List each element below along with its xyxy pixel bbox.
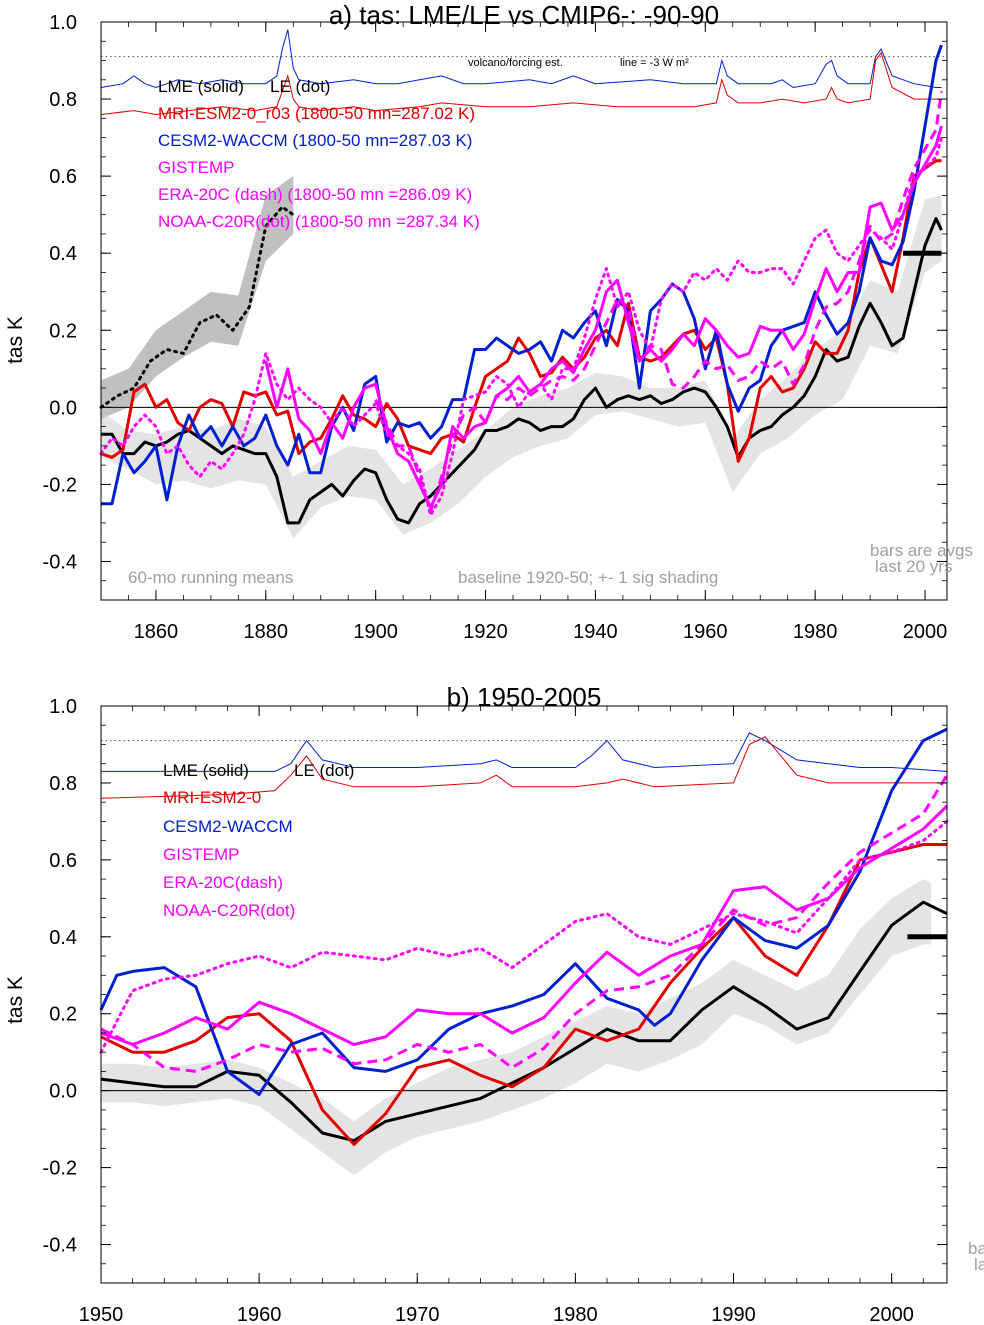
panel-a-legend: volcano/forcing est. line = -3 W m² LME … bbox=[128, 57, 973, 587]
a-xtick-label: 1880 bbox=[244, 621, 289, 643]
legend-a-le: LE (dot) bbox=[270, 77, 330, 96]
legend-a-era20c: ERA-20C (dash) (1800-50 mn =286.09 K) bbox=[158, 185, 472, 204]
legend-a-mri: MRI-ESM2-0_r03 (1800-50 mn=287.02 K) bbox=[158, 104, 475, 123]
panel-a-shading-layer bbox=[101, 176, 942, 539]
b-ytick-label: -0.2 bbox=[43, 1158, 77, 1180]
b-series-line-3 bbox=[100, 804, 949, 1046]
a-series-line-5 bbox=[374, 91, 943, 513]
bars-note-line2: last 20 yrs bbox=[875, 557, 952, 576]
bars-note-line1: bars are avgs bbox=[870, 541, 973, 560]
panel-b-series-layer bbox=[99, 727, 949, 1146]
a-series-line-0 bbox=[101, 217, 943, 525]
bars-note-b-line2: la bbox=[974, 1255, 984, 1274]
b-xtick-label: 1960 bbox=[237, 1304, 282, 1325]
panel-b-title: b) 1950-2005 bbox=[447, 682, 602, 712]
legend-b-lme: LME (solid) bbox=[163, 761, 249, 780]
a-xtick-label: 1980 bbox=[793, 621, 838, 643]
a-ytick-label: 0.4 bbox=[49, 243, 77, 265]
panel-a: a) tas: LME/LE vs CMIP6-: -90-90 tas K 1… bbox=[4, 0, 973, 643]
b-ytick-label: -0.4 bbox=[43, 1235, 77, 1257]
b-series-line-2 bbox=[99, 727, 948, 1096]
baseline-note: baseline 1920-50; +- 1 sig shading bbox=[458, 568, 718, 587]
panel-a-series-layer bbox=[99, 44, 943, 525]
a-xtick-label: 1960 bbox=[683, 621, 728, 643]
b-ytick-label: 0.0 bbox=[49, 1081, 77, 1103]
b-forcing-line-0 bbox=[101, 732, 948, 772]
panel-a-axes: 1.0 0.8 0.6 0.4 0.2 0.0 -0.2 -0.4 1860 1880 1900 19… bbox=[43, 12, 948, 643]
legend-a-noaa: NOAA-C20R(dot) (1800-50 mn =287.34 K) bbox=[158, 212, 480, 231]
legend-b-le: LE (dot) bbox=[294, 761, 354, 780]
a-xtick-label: 1860 bbox=[134, 621, 179, 643]
running-mean-note: 60-mo running means bbox=[128, 568, 293, 587]
a-series-line-3 bbox=[101, 44, 943, 506]
b-forcing-line-1 bbox=[100, 736, 947, 799]
legend-b-mri: MRI-ESM2-0 bbox=[163, 788, 261, 807]
panel-b: b) 1950-2005 tas K 1.0 0.8 0.6 0.4 0.2 0.0 -0.… bbox=[4, 682, 984, 1325]
bars-note-b-line1: ba bbox=[968, 1239, 984, 1258]
panel-a-reference-lines bbox=[101, 56, 947, 408]
a-shading-band-0 bbox=[101, 195, 942, 539]
legend-b-cesm: CESM2-WACCM bbox=[163, 817, 293, 836]
b-ytick-label: 0.8 bbox=[49, 773, 77, 795]
legend-b-noaa: NOAA-C20R(dot) bbox=[163, 901, 295, 920]
panel-b-forcing-layer bbox=[100, 732, 948, 799]
a-ytick-label: 0.6 bbox=[49, 166, 77, 188]
b-xtick-label: 1950 bbox=[79, 1304, 124, 1325]
a-forcing-line-0 bbox=[100, 29, 942, 89]
panel-a-forcing-layer bbox=[100, 29, 942, 116]
legend-b-era20c: ERA-20C(dash) bbox=[163, 873, 283, 892]
b-xtick-label: 1980 bbox=[553, 1304, 598, 1325]
a-series-line-4 bbox=[264, 125, 943, 509]
a-ytick-label: -0.2 bbox=[43, 474, 77, 496]
panel-b-shading-layer bbox=[101, 879, 932, 1176]
b-series-line-0 bbox=[100, 900, 948, 1143]
panel-b-legend: LME (solid) LE (dot) MRI-ESM2-0 CESM2-WA… bbox=[163, 761, 984, 1274]
legend-a-cesm: CESM2-WACCM (1800-50 mn=287.03 K) bbox=[158, 131, 472, 150]
b-xtick-label: 1990 bbox=[711, 1304, 756, 1325]
a-ytick-label: 0.0 bbox=[49, 397, 77, 419]
a-series-line-2 bbox=[100, 159, 942, 463]
legend-b-gistemp: GISTEMP bbox=[163, 845, 240, 864]
panel-a-ylabel: tas K bbox=[4, 316, 27, 364]
a-xtick-label: 2000 bbox=[903, 621, 948, 643]
b-series-line-5 bbox=[99, 819, 949, 1054]
panel-b-reference-lines bbox=[101, 740, 947, 1092]
a-shading-band-1 bbox=[101, 176, 294, 419]
a-xtick-label: 1920 bbox=[463, 621, 508, 643]
a-ytick-label: 0.8 bbox=[49, 89, 77, 111]
b-xtick-label: 1970 bbox=[395, 1304, 440, 1325]
b-ytick-label: 0.2 bbox=[49, 1004, 77, 1026]
panel-b-axes: 1.0 0.8 0.6 0.4 0.2 0.0 -0.2 -0.4 1950 1960 1970 19… bbox=[43, 696, 948, 1325]
a-ytick-label: 1.0 bbox=[49, 12, 77, 34]
b-ytick-label: 0.6 bbox=[49, 850, 77, 872]
panel-a-title: a) tas: LME/LE vs CMIP6-: -90-90 bbox=[329, 0, 719, 30]
b-series-line-4 bbox=[100, 774, 949, 1073]
b-xtick-label: 2000 bbox=[869, 1304, 914, 1325]
panel-b-ylabel: tas K bbox=[4, 976, 27, 1024]
a-series-line-1 bbox=[99, 205, 295, 409]
a-series-line-6 bbox=[99, 136, 943, 517]
legend-a-gistemp: GISTEMP bbox=[158, 158, 235, 177]
b-ytick-label: 1.0 bbox=[49, 696, 77, 718]
b-shading-band-0 bbox=[101, 879, 932, 1176]
forcing-line-label: line = -3 W m² bbox=[620, 57, 689, 69]
b-ytick-label: 0.4 bbox=[49, 927, 77, 949]
a-ytick-label: -0.4 bbox=[43, 551, 77, 573]
legend-a-lme: LME (solid) bbox=[158, 77, 244, 96]
a-forcing-line-1 bbox=[100, 51, 942, 116]
a-xtick-label: 1940 bbox=[573, 621, 618, 643]
volcano-label: volcano/forcing est. bbox=[468, 57, 563, 69]
a-ytick-label: 0.2 bbox=[49, 320, 77, 342]
a-xtick-label: 1900 bbox=[353, 621, 398, 643]
